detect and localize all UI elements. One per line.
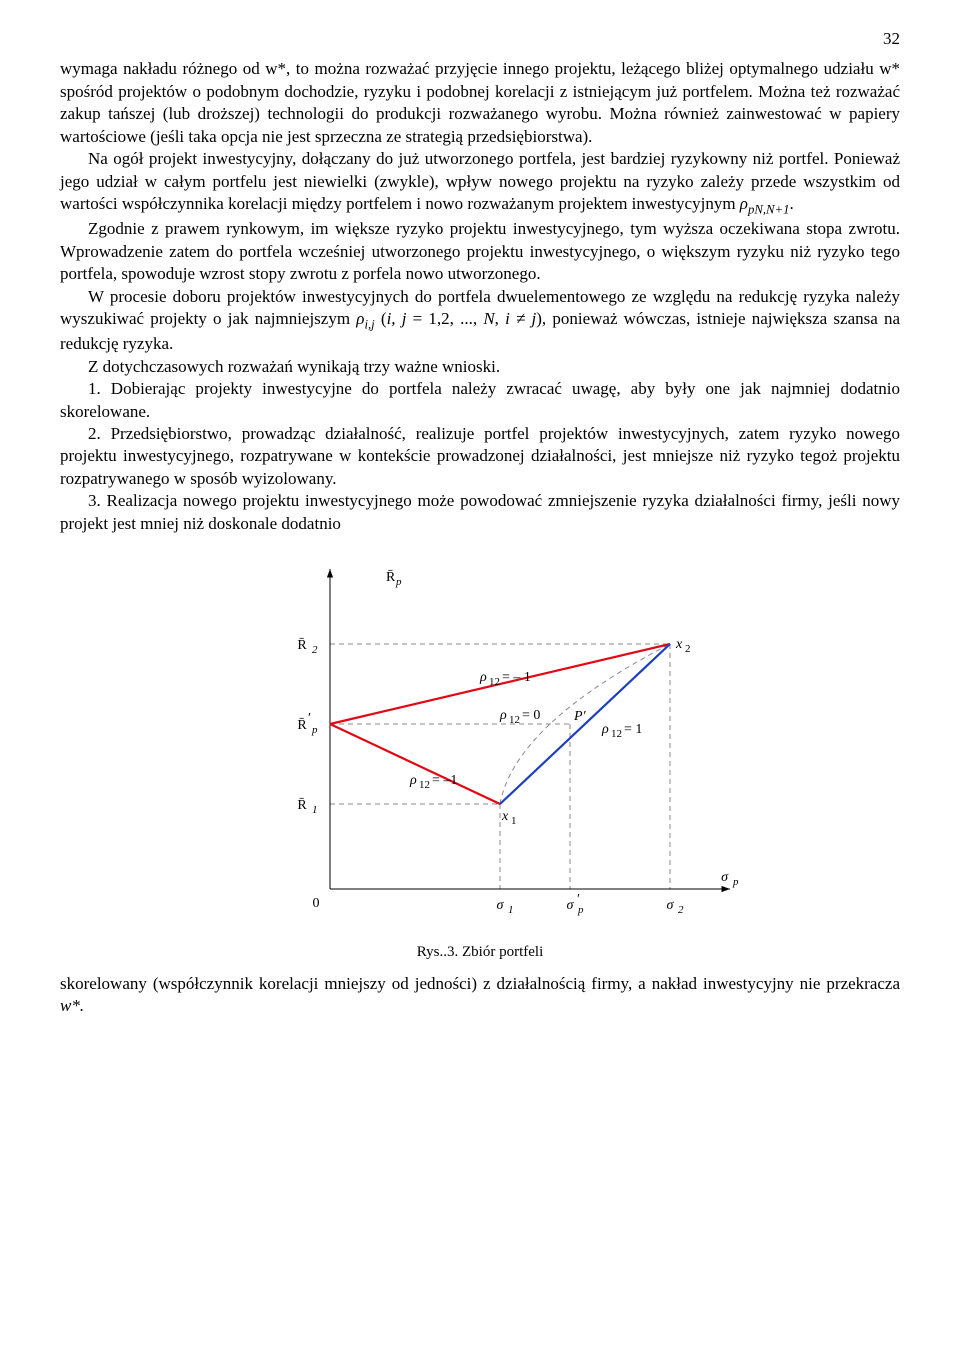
paragraph-2: Na ogół projekt inwestycyjny, dołączany … [60,148,900,218]
rho-pn-sub: pN,N+1 [748,202,790,216]
paragraph-4: W procesie doboru projektów inwestycyjny… [60,286,900,356]
wstar: w*. [60,996,84,1015]
ineq: i ≠ j [505,309,536,328]
svg-text:1: 1 [312,804,318,816]
paragraph-9: skorelowany (współczynnik korelacji mnie… [60,973,900,1018]
svg-text:= 1: = 1 [624,722,642,737]
svg-text:′: ′ [308,711,311,726]
svg-text:x: x [501,809,509,824]
svg-text:x: x [675,637,683,652]
svg-text:p: p [577,904,584,916]
svg-text:R̄: R̄ [386,570,396,586]
portfolio-set-diagram: R̄pσp0R̄2R̄′pR̄1σ1σ′pσ2x1x2P′ρ12= – 1ρ12… [210,549,750,939]
page-number: 32 [60,28,900,50]
p4-d: , [495,309,505,328]
svg-text:p: p [395,576,402,588]
svg-text:1: 1 [508,904,514,916]
paragraph-1: wymaga nakładu różnego od w*, to można r… [60,58,900,148]
svg-text:P′: P′ [573,709,587,724]
N-letter: N [483,309,494,328]
svg-text:p: p [732,876,739,888]
svg-text:ρ: ρ [409,773,417,788]
p2-text-b: . [790,194,794,213]
svg-text:σ: σ [497,898,505,913]
svg-text:= –1: = –1 [432,773,457,788]
svg-text:R̄: R̄ [297,638,307,654]
svg-text:12: 12 [489,676,500,688]
svg-text:R̄: R̄ [297,718,307,734]
svg-text:σ: σ [721,870,729,885]
ij-letters: i, j [387,309,407,328]
svg-text:2: 2 [312,644,318,656]
figure-caption: Rys..3. Zbiór portfeli [417,943,543,963]
paragraph-3: Zgodnie z prawem rynkowym, im większe ry… [60,218,900,285]
svg-text:1: 1 [511,815,517,827]
svg-text:2: 2 [685,643,691,655]
paragraph-7: 2. Przedsiębiorstwo, prowadząc działalno… [60,423,900,490]
svg-text:= – 1: = – 1 [502,670,531,685]
figure-container: R̄pσp0R̄2R̄′pR̄1σ1σ′pσ2x1x2P′ρ12= – 1ρ12… [60,549,900,963]
rho-ij-sub: i,j [364,317,374,331]
svg-text:12: 12 [419,779,430,791]
svg-text:= 0: = 0 [522,708,540,723]
svg-text:p: p [311,724,318,736]
svg-text:ρ: ρ [479,670,487,685]
svg-text:σ: σ [667,898,675,913]
p4-b: ( [375,309,387,328]
svg-text:ρ: ρ [601,722,609,737]
rho-pn-symbol: ρ [740,194,748,213]
paragraph-6: 1. Dobierając projekty inwestycyjne do p… [60,378,900,423]
paragraph-8: 3. Realizacja nowego projektu inwestycyj… [60,490,900,535]
paragraph-5: Z dotychczasowych rozważań wynikają trzy… [60,356,900,378]
svg-text:12: 12 [611,728,622,740]
p9-text: skorelowany (współczynnik korelacji mnie… [60,974,900,993]
svg-text:2: 2 [678,904,684,916]
svg-text:σ: σ [567,898,575,913]
svg-text:0: 0 [313,896,320,911]
svg-text:R̄: R̄ [297,798,307,814]
svg-text:12: 12 [509,714,520,726]
p4-c: = 1,2, ..., [406,309,483,328]
svg-text:ρ: ρ [499,708,507,723]
